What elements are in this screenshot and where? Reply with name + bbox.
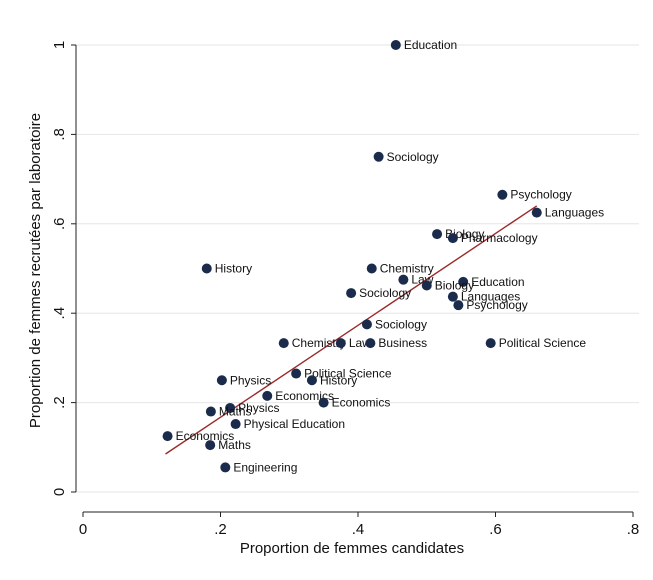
- data-point-label: Maths: [218, 438, 251, 452]
- data-point-label: Economics: [332, 396, 391, 410]
- x-tick-label: .4: [352, 521, 365, 538]
- data-point: [205, 406, 216, 417]
- data-point-label: Political Science: [304, 367, 392, 381]
- x-tick-label: .8: [627, 521, 640, 538]
- data-point-label: Physics: [238, 401, 279, 415]
- axis-ticks: 0 .2 .4 .6 .8 1 0 .2 .4 .6 .8: [51, 41, 639, 538]
- fit-line: [165, 205, 538, 455]
- data-point: [318, 397, 329, 408]
- y-tick-label: .8: [51, 128, 68, 141]
- data-point: [390, 40, 401, 50]
- data-point: [365, 338, 376, 349]
- data-point: [432, 229, 443, 240]
- data-point-label: Languages: [461, 290, 520, 304]
- data-point-label: Economics: [275, 389, 334, 403]
- data-point-label: History: [215, 262, 252, 276]
- x-axis-title: Proportion de femmes candidates: [240, 540, 464, 557]
- y-tick-label: .6: [51, 218, 68, 231]
- data-point: [497, 189, 508, 200]
- x-tick-label: 0: [79, 521, 87, 538]
- data-point: [447, 291, 458, 302]
- data-point: [230, 419, 241, 430]
- data-point-label: Physical Education: [244, 417, 345, 431]
- data-point: [361, 319, 372, 330]
- data-point-label: Engineering: [233, 460, 297, 474]
- y-tick-label: .4: [51, 307, 68, 320]
- y-tick-label: 1: [51, 41, 68, 49]
- data-point-label: Maths: [219, 405, 252, 419]
- data-points: EducationSociologyPsychologyLanguagesBio…: [162, 38, 604, 474]
- data-point-label: Chemistry: [292, 336, 346, 350]
- grid-lines: [76, 44, 639, 493]
- data-point: [205, 440, 216, 451]
- data-point: [291, 368, 302, 379]
- data-point: [453, 300, 464, 311]
- data-point: [458, 276, 469, 287]
- x-tick-label: .2: [214, 521, 227, 538]
- data-point: [366, 263, 377, 274]
- data-point-label: Pharmacology: [461, 231, 538, 245]
- y-tick-label: 0: [51, 488, 68, 496]
- data-point: [220, 462, 231, 473]
- data-point-label: Political Science: [499, 336, 587, 350]
- data-point-label: Sociology: [359, 286, 411, 300]
- data-point-label: Education: [404, 38, 457, 52]
- x-tick-label: .6: [489, 521, 502, 538]
- data-point: [447, 233, 458, 244]
- data-point: [485, 338, 496, 349]
- data-point: [421, 280, 432, 291]
- data-point: [278, 338, 289, 349]
- data-point-label: History: [320, 373, 357, 387]
- data-point-label: Psychology: [466, 298, 527, 312]
- data-point: [216, 375, 227, 386]
- data-point: [262, 390, 273, 401]
- data-point: [201, 263, 212, 274]
- data-point-label: Sociology: [387, 150, 439, 164]
- data-point: [398, 274, 409, 285]
- data-point-label: Law: [349, 336, 371, 350]
- data-point: [225, 402, 236, 413]
- data-point-label: Education: [471, 275, 524, 289]
- data-point-label: Biology: [435, 278, 474, 292]
- data-point: [335, 338, 346, 349]
- data-point: [373, 151, 384, 162]
- data-point-label: Chemistry: [380, 262, 434, 276]
- data-point: [306, 375, 317, 386]
- data-point-label: Economics: [176, 429, 235, 443]
- data-point-label: Physics: [230, 373, 271, 387]
- data-point-label: Business: [378, 336, 427, 350]
- y-tick-label: .2: [51, 396, 68, 409]
- data-point-label: Sociology: [375, 317, 427, 331]
- data-point-label: Psychology: [510, 188, 571, 202]
- data-point-label: Languages: [545, 206, 604, 220]
- data-point: [162, 431, 173, 442]
- data-point: [346, 288, 357, 299]
- data-point: [531, 207, 542, 218]
- y-axis-title: Proportion de femmes recrutées par labor…: [27, 113, 44, 428]
